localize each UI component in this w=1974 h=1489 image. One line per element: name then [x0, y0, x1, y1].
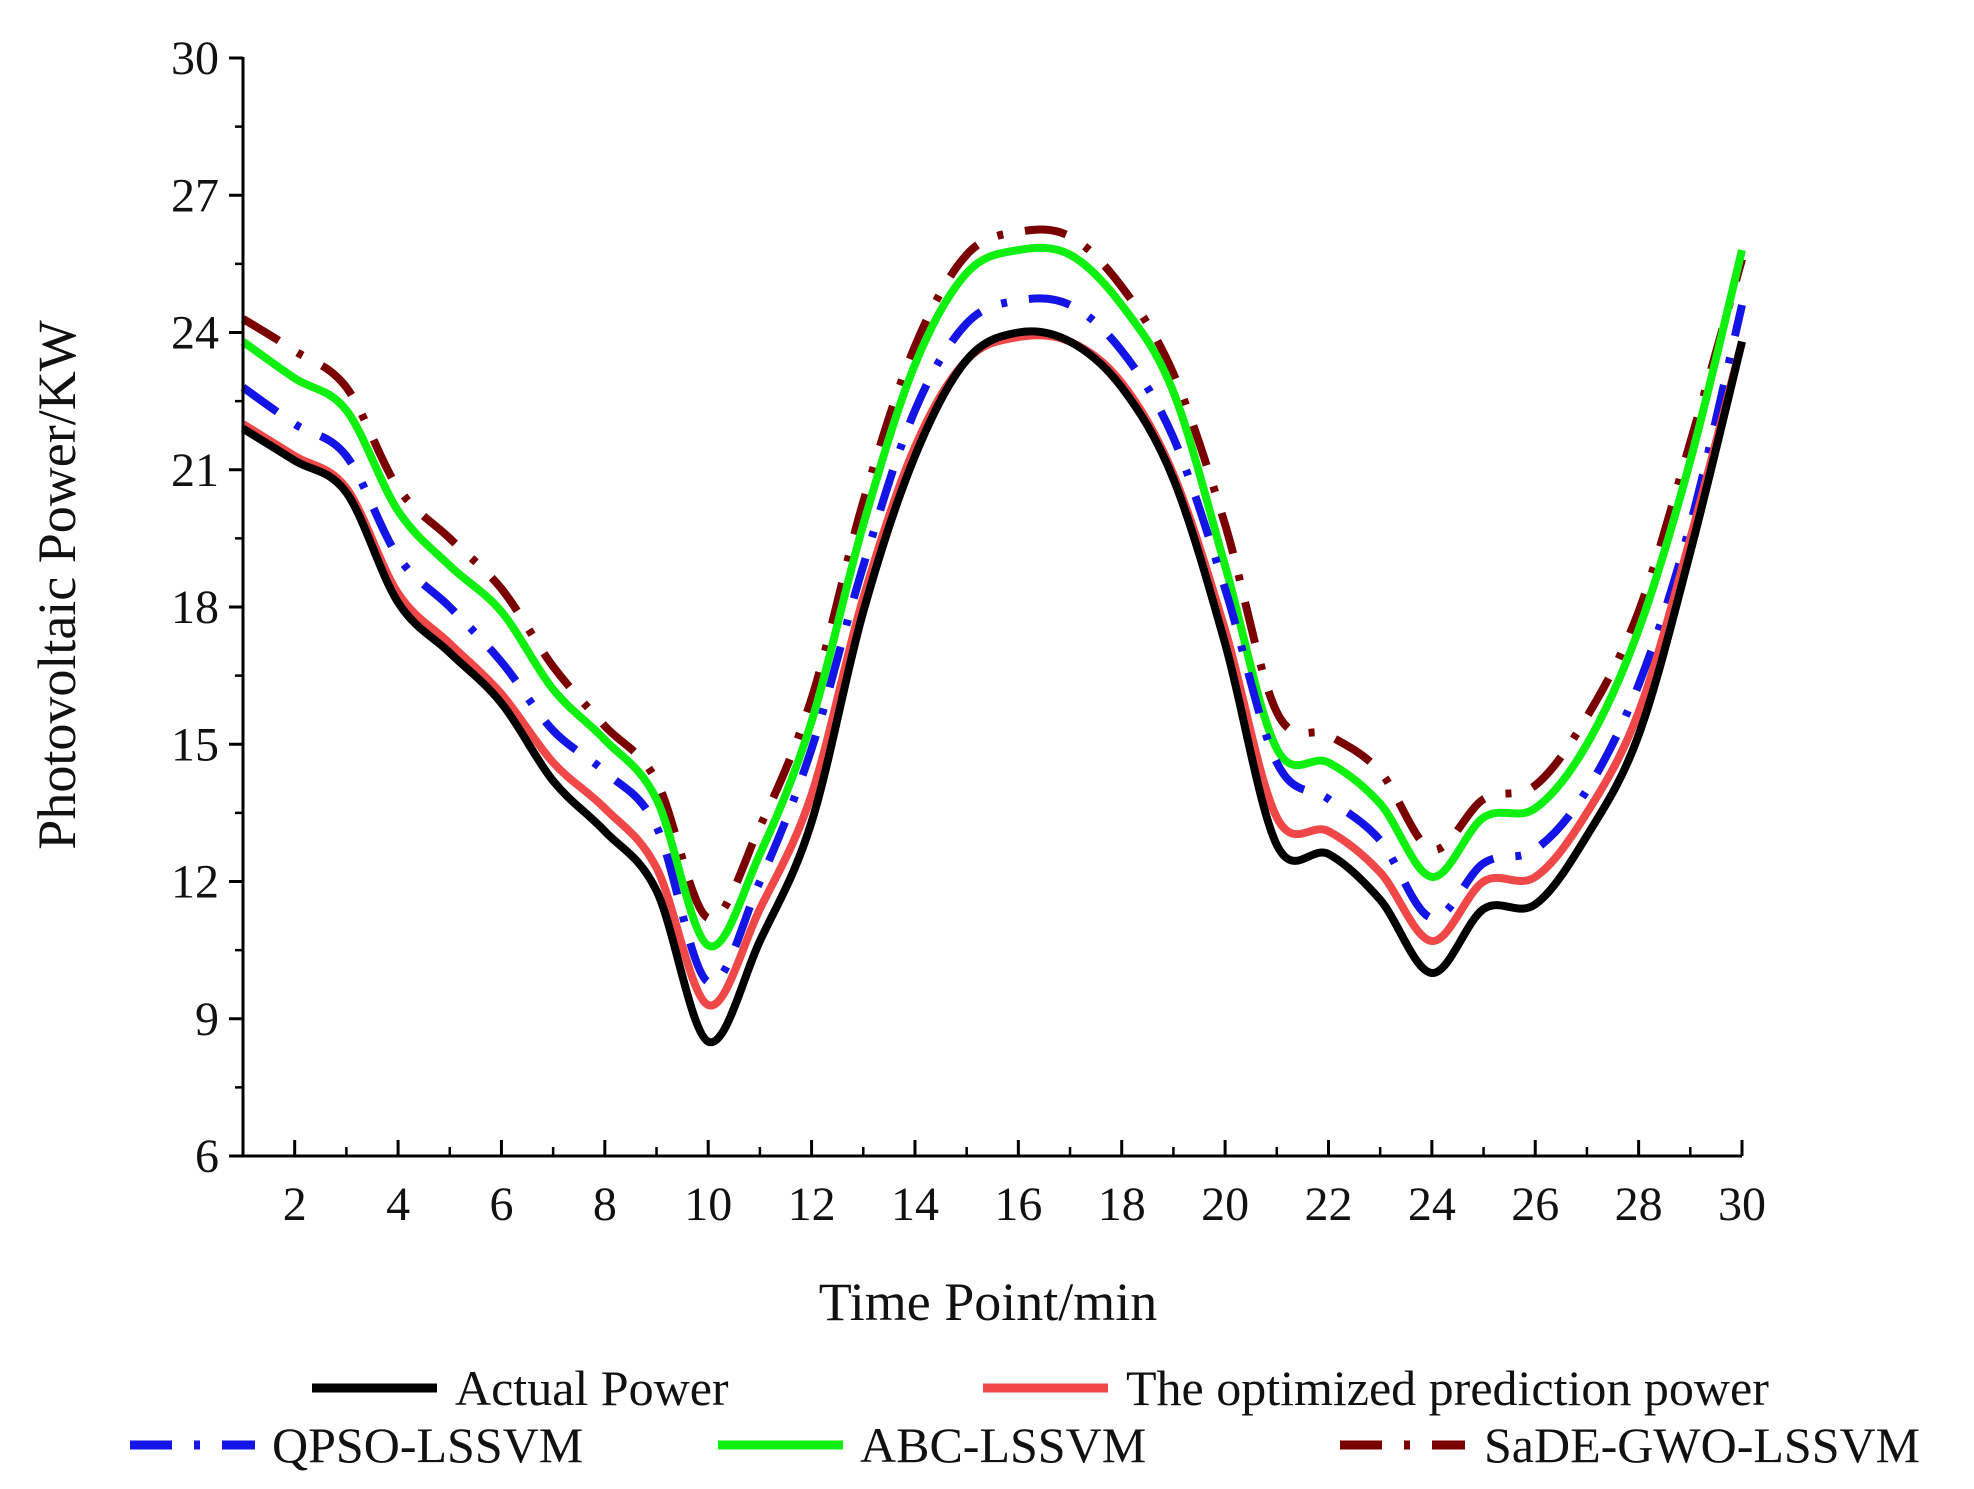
y-tick-label: 12 — [171, 856, 219, 909]
series-layer — [240, 225, 1746, 1047]
y-axis-title: Photovoltaic Power/KW — [27, 320, 87, 849]
series-line-abc-lssvm — [240, 243, 1746, 951]
y-tick-label: 30 — [171, 32, 219, 85]
y-tick-label: 21 — [171, 444, 219, 497]
x-tick-label: 28 — [1615, 1178, 1663, 1231]
legend: Actual Power The optimized prediction pow… — [130, 1360, 1920, 1473]
axes-layer — [241, 57, 1742, 1158]
series-line-sade-gwo-lssvm — [240, 225, 1746, 923]
x-tick-label: 20 — [1201, 1178, 1249, 1231]
y-tick-label: 27 — [171, 169, 219, 222]
x-tick-label: 14 — [891, 1178, 939, 1231]
legend-item: ABC-LSSVM — [718, 1417, 1146, 1473]
y-tick-label: 24 — [171, 307, 219, 360]
legend-label: QPSO-LSSVM — [272, 1417, 583, 1473]
legend-item: The optimized prediction power — [983, 1360, 1769, 1416]
series-line-actual-power — [240, 327, 1746, 1047]
x-tick-label: 18 — [1098, 1178, 1146, 1231]
x-tick-label: 12 — [788, 1178, 836, 1231]
x-tick-label: 2 — [283, 1178, 307, 1231]
x-tick-label: 4 — [386, 1178, 410, 1231]
x-tick-label: 24 — [1408, 1178, 1456, 1231]
x-tick-label: 6 — [489, 1178, 513, 1231]
legend-label: ABC-LSSVM — [860, 1417, 1146, 1473]
y-tick-label: 18 — [171, 581, 219, 634]
legend-item: Actual Power — [312, 1360, 729, 1416]
x-tick-label: 26 — [1511, 1178, 1559, 1231]
legend-label: Actual Power — [455, 1360, 729, 1416]
x-tick-label: 22 — [1304, 1178, 1352, 1231]
legend-label: SaDE-GWO-LSSVM — [1484, 1417, 1920, 1473]
x-tick-label: 10 — [684, 1178, 732, 1231]
y-tick-label: 15 — [171, 718, 219, 771]
legend-label: The optimized prediction power — [1126, 1360, 1769, 1416]
x-tick-label: 8 — [593, 1178, 617, 1231]
x-axis-title: Time Point/min — [819, 1272, 1158, 1332]
x-tick-label: 16 — [994, 1178, 1042, 1231]
legend-item: QPSO-LSSVM — [130, 1417, 583, 1473]
y-tick-label: 9 — [195, 993, 219, 1046]
x-tick-label: 30 — [1718, 1178, 1766, 1231]
y-tick-label: 6 — [195, 1130, 219, 1183]
legend-item: SaDE-GWO-LSSVM — [1340, 1417, 1920, 1473]
